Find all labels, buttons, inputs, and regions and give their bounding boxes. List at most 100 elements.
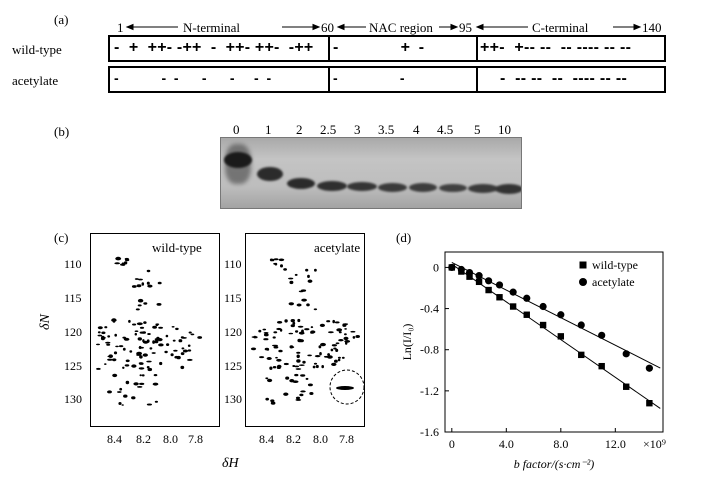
nmr-peak-wild-type: [156, 336, 160, 341]
nmr-peak-acetylate: [313, 362, 318, 365]
nmr-peak-acetylate: [295, 398, 302, 401]
nmr-peak-acetylate: [258, 329, 262, 333]
nmr-peak-wild-type: [139, 382, 145, 385]
nmr-peak-wild-type: [139, 355, 143, 359]
chart-y-tick-label: 0: [433, 260, 439, 274]
nmr2-x-tick-7-8: 7.8: [339, 432, 354, 446]
nmr-peak-acetylate: [284, 319, 288, 323]
nmr-peak-wild-type: [171, 326, 175, 328]
nmr-peak-acetylate: [327, 355, 333, 359]
nmr-peak-wild-type: [104, 363, 107, 365]
panel-b-label: (b): [54, 124, 70, 139]
lane-label-5: 5: [474, 122, 481, 137]
chart-x-multiplier: ×10⁹: [643, 437, 666, 451]
nmr-peak-acetylate: [314, 268, 317, 272]
nmr-x-tick-8-0: 8.0: [163, 432, 178, 446]
nmr-peak-acetylate: [288, 302, 294, 306]
nmr-peak-wild-type: [131, 396, 136, 400]
nmr-peak-wild-type: [138, 367, 145, 370]
nmr-peak-acetylate: [273, 331, 278, 334]
ruler-n-end: 60: [321, 20, 334, 35]
data-point-acetylate: [509, 288, 517, 296]
nmr-peak-wild-type: [156, 303, 162, 306]
gel-band-lane-1: [257, 167, 283, 181]
nmr-peak-wild-type: [134, 332, 137, 336]
nmr-peak-wild-type: [181, 347, 185, 350]
data-point-acetylate: [523, 294, 531, 302]
data-point-acetylate: [457, 265, 465, 274]
nmr-peak-acetylate: [278, 258, 285, 262]
nmr-peak-acetylate: [295, 396, 301, 400]
nmr-peak-acetylate: [283, 362, 289, 366]
nmr-peak-wild-type: [137, 298, 144, 303]
nmr-peak-acetylate: [337, 358, 341, 362]
charge-seq-nac-wild-type: - + -: [333, 39, 425, 56]
data-point-wild-type: [466, 273, 473, 280]
data-point-wild-type: [509, 303, 517, 310]
nmr-peak-wild-type: [138, 345, 142, 350]
nmr2-x-tick-8-2: 8.2: [286, 432, 301, 446]
gel-band-lane-2: [287, 178, 315, 189]
nmr-peak-acetylate: [294, 373, 299, 377]
nmr-peak-wild-type: [139, 374, 142, 377]
nmr-peak-acetylate: [250, 347, 257, 351]
data-point-acetylate: [485, 277, 493, 285]
nmr-peak-wild-type: [158, 343, 164, 347]
nmr-peak-acetylate: [265, 397, 270, 401]
nmr-peak-acetylate: [253, 335, 257, 339]
nmr-peak-acetylate: [277, 321, 283, 324]
nmr-peak-wild-type: [115, 256, 122, 261]
nmr-peak-acetylate: [345, 341, 348, 345]
nmr-peak-wild-type: [147, 333, 151, 335]
nmr-peak-acetylate: [294, 365, 300, 368]
nmr-peak-acetylate: [312, 365, 316, 369]
gel-band-lane-2-5: [317, 181, 347, 191]
nmr-peak-wild-type: [149, 347, 153, 350]
ruler-nac-label: NAC region: [369, 20, 433, 35]
nmr-peak-wild-type: [136, 354, 142, 356]
lane-label-1: 1: [265, 122, 272, 137]
nmr-peak-wild-type: [137, 386, 143, 388]
nmr2-y-tick-130: 130: [224, 392, 242, 406]
nmr-peak-wild-type: [187, 344, 191, 347]
gel-band-lane-4: [409, 183, 437, 192]
nmr-peak-wild-type: [182, 349, 188, 353]
chart-plot-frame: [444, 251, 664, 433]
nmr-peak-acetylate: [333, 347, 337, 350]
data-point-acetylate: [465, 268, 474, 277]
nmr-y-tick-125: 125: [64, 359, 82, 373]
nmr-peak-wild-type: [147, 367, 153, 372]
nmr-peak-wild-type: [170, 353, 174, 357]
chart-y-tick-label: -0.4: [420, 302, 439, 316]
data-point-acetylate: [577, 321, 585, 329]
legend-label-wild-type: wild-type: [592, 258, 638, 272]
data-point-wild-type: [539, 321, 547, 329]
nmr-peak-wild-type: [146, 366, 150, 369]
lane-label-10: 10: [498, 122, 511, 137]
nmr-peak-wild-type: [147, 284, 153, 288]
nmr-peak-wild-type: [154, 400, 158, 403]
nmr-peak-acetylate: [283, 392, 289, 396]
nmr-y-tick-120: 120: [64, 325, 82, 339]
gel-band-lane-0: [224, 152, 252, 168]
chart-y-axis-label: Ln(I/I₀): [400, 324, 414, 361]
nmr-peak-acetylate: [296, 303, 302, 307]
ruler-c-label: C-terminal: [532, 20, 589, 35]
nmr-peak-acetylate: [306, 303, 310, 307]
nmr-peak-wild-type: [117, 391, 122, 393]
lane-label-0: 0: [233, 122, 240, 137]
nmr-peak-wild-type: [146, 281, 150, 285]
nmr-peak-acetylate: [326, 320, 331, 323]
nmr-peak-acetylate: [299, 393, 304, 397]
nmr-peak-acetylate: [332, 319, 336, 324]
nmr-peak-wild-type: [120, 263, 125, 266]
nmr-peak-acetylate: [270, 399, 275, 403]
nmr-peak-wild-type: [190, 333, 195, 336]
nmr-peak-wild-type: [113, 351, 118, 355]
nmr-peak-wild-type: [139, 331, 145, 334]
nmr-peak-wild-type: [180, 365, 185, 370]
nmr-peak-acetylate: [288, 332, 294, 335]
nmr-peak-acetylate: [296, 354, 300, 359]
nmr-peak-wild-type: [138, 362, 143, 365]
